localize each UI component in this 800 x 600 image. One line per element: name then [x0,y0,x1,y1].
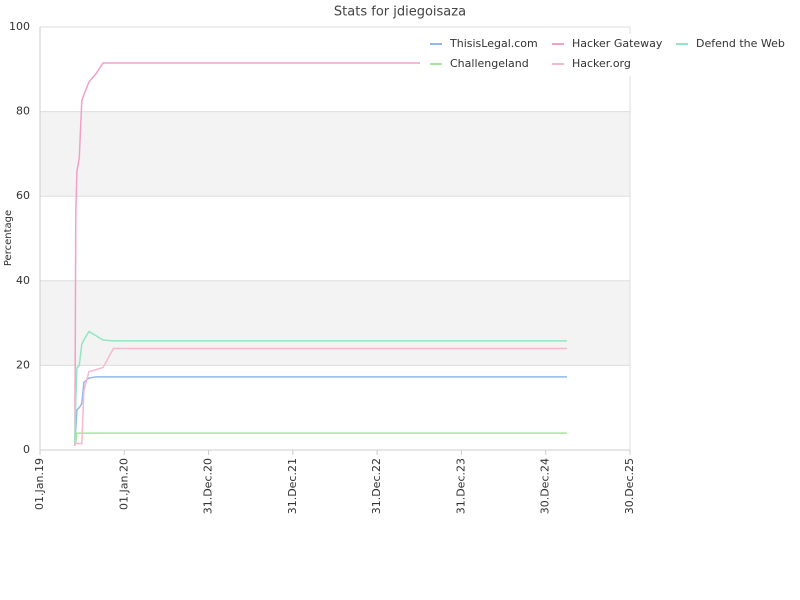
chart-title: Stats for jdiegoisaza [334,5,466,20]
x-tick-label: 31.Dec.22 [370,458,383,514]
legend-label: Hacker.org [572,57,631,70]
x-tick-label: 31.Dec.21 [286,458,299,514]
series-line [74,330,567,446]
series-line [75,432,567,442]
legend-label: Hacker Gateway [572,37,663,50]
y-tick-label: 40 [16,274,30,287]
legend: ThisisLegal.com Hacker Gateway Defend the … [420,34,795,76]
y-tick-label: 20 [16,358,30,371]
series-line [74,62,567,446]
x-tick-label: 01.Jan.20 [117,458,130,510]
series-line [74,376,567,446]
legend-label: ThisisLegal.com [449,37,538,50]
x-tick-label: 30.Dec.25 [623,458,636,514]
y-tick-label: 80 [16,105,30,118]
x-tick-label: 30.Dec.24 [539,458,552,514]
series-line [74,347,567,446]
x-tick-label: 31.Dec.23 [454,458,467,514]
y-tick-label: 60 [16,189,30,202]
grid-band [40,111,630,197]
x-tick-label: 01.Jan.19 [33,458,46,510]
x-tick-label: 31.Dec.20 [202,458,215,514]
y-axis-label: Percentage [3,210,14,266]
legend-background [420,34,795,76]
y-tick-label: 0 [23,443,30,456]
legend-label: Challengeland [450,57,529,70]
legend-label: Defend the Web [696,37,785,50]
grid-band [40,280,630,366]
y-tick-label: 100 [9,20,30,33]
